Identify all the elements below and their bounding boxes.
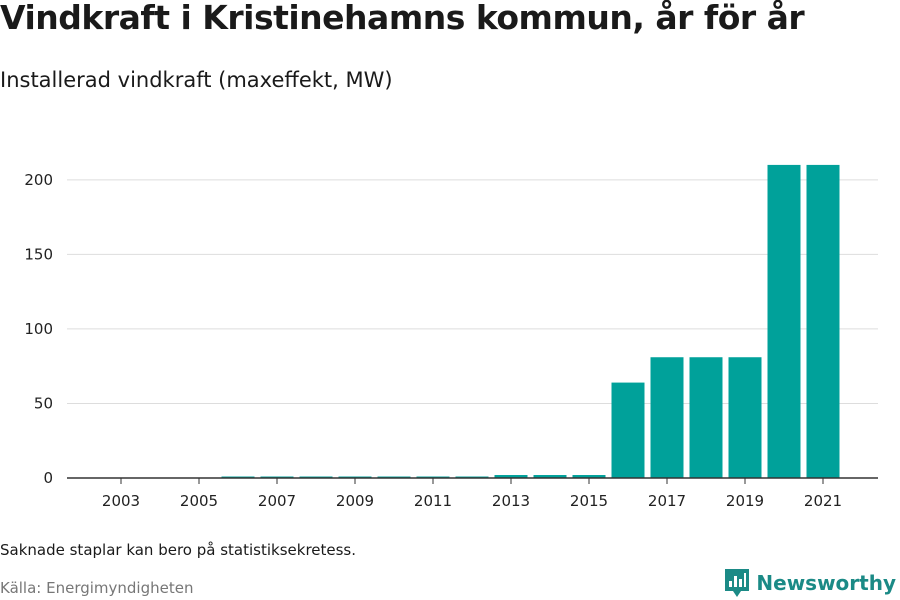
y-tick-label: 100 [24,320,53,338]
y-tick-label: 50 [34,394,53,412]
x-axis-ticks: 2003 2005 2007 2009 2011 2013 2015 2017 2019 2021 [102,478,842,510]
x-tick-label: 2005 [180,492,218,510]
x-tick-label: 2017 [648,492,686,510]
newsworthy-logo-icon [725,569,750,597]
bar-chart: 0 50 100 150 200 2003 2005 2007 2009 2011 2013 201… [24,164,878,510]
bar-2021 [806,164,840,478]
brand-logo[interactable]: Newsworthy [724,568,896,598]
bar-2019 [728,357,762,478]
bar-2014 [533,475,567,478]
y-tick-label: 0 [43,469,53,487]
chart-subtitle: Installerad vindkraft (maxeffekt, MW) [0,68,393,92]
bar-2013 [494,475,528,478]
bar-2018 [689,357,723,478]
bars [221,164,840,478]
source-credit: Källa: Energimyndigheten [0,579,194,597]
x-tick-label: 2019 [726,492,764,510]
bar-2017 [650,357,684,478]
x-tick-label: 2003 [102,492,140,510]
bar-2016 [611,382,645,478]
x-tick-label: 2009 [336,492,374,510]
bar-2015 [572,475,606,478]
chart-title: Vindkraft i Kristinehamns kommun, år för… [0,0,805,37]
y-tick-label: 150 [24,245,53,263]
brand-name: Newsworthy [756,571,896,595]
x-tick-label: 2015 [570,492,608,510]
x-tick-label: 2011 [414,492,452,510]
x-tick-label: 2013 [492,492,530,510]
y-tick-label: 200 [24,171,53,189]
bar-2020 [767,164,801,478]
footnote: Saknade staplar kan bero på statistiksek… [0,541,357,559]
y-axis-ticks: 0 50 100 150 200 [24,171,53,487]
x-tick-label: 2007 [258,492,296,510]
x-tick-label: 2021 [804,492,842,510]
